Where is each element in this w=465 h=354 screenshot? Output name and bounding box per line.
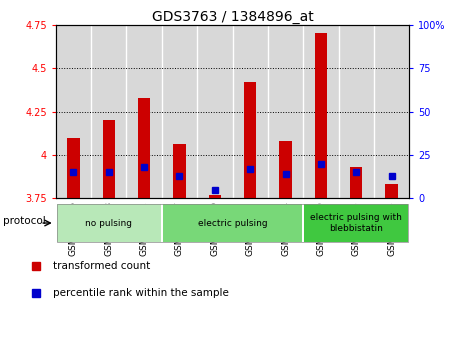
Bar [232, 25, 268, 198]
Bar [315, 33, 327, 198]
Bar [173, 144, 186, 198]
Bar [91, 25, 126, 198]
Bar [244, 82, 256, 198]
Bar [209, 195, 221, 198]
Bar [126, 25, 162, 198]
Bar [279, 141, 292, 198]
Text: percentile rank within the sample: percentile rank within the sample [53, 288, 228, 298]
Bar [138, 98, 150, 198]
Bar [385, 184, 398, 198]
FancyBboxPatch shape [304, 204, 408, 242]
Text: electric pulsing: electric pulsing [198, 218, 267, 228]
Bar [197, 25, 232, 198]
Bar [162, 25, 197, 198]
Bar [103, 120, 115, 198]
FancyBboxPatch shape [57, 204, 161, 242]
Text: transformed count: transformed count [53, 261, 150, 271]
Bar [339, 25, 374, 198]
Bar [67, 138, 80, 198]
Bar [268, 25, 303, 198]
Title: GDS3763 / 1384896_at: GDS3763 / 1384896_at [152, 10, 313, 24]
Text: electric pulsing with
blebbistatin: electric pulsing with blebbistatin [310, 213, 402, 233]
Bar [303, 25, 339, 198]
Bar [350, 167, 362, 198]
Text: protocol: protocol [3, 216, 46, 226]
Bar [374, 25, 409, 198]
Text: no pulsing: no pulsing [85, 218, 133, 228]
FancyBboxPatch shape [163, 204, 302, 242]
Bar [56, 25, 91, 198]
